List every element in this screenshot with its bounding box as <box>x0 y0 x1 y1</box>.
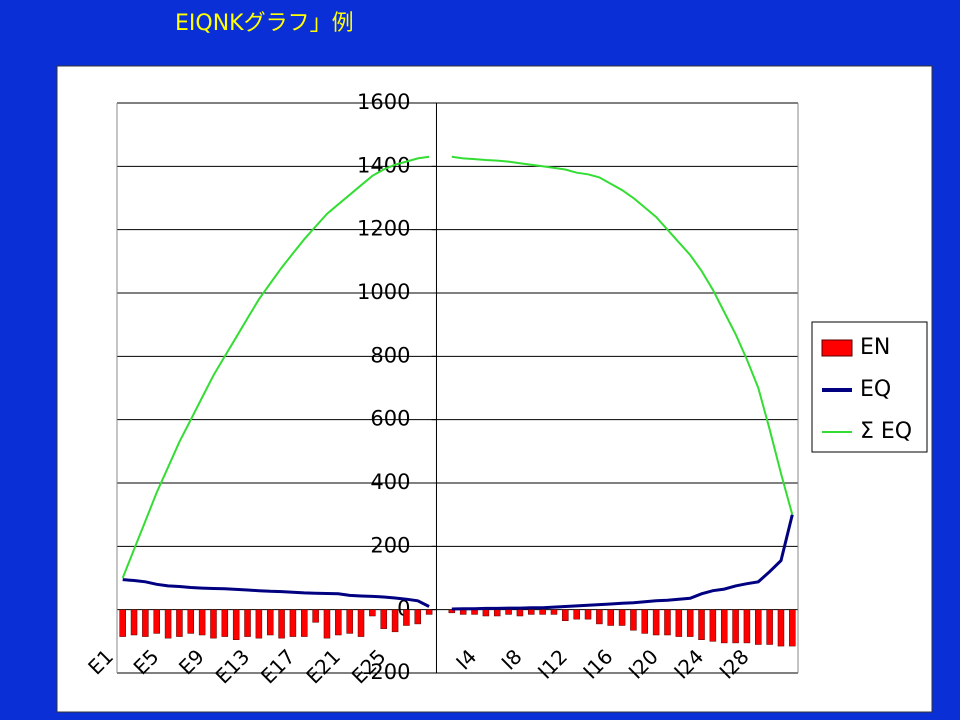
bar <box>596 609 603 625</box>
bar <box>380 609 387 629</box>
bar <box>686 609 694 637</box>
bar <box>142 609 149 637</box>
bar <box>369 609 376 617</box>
chart-frame <box>56 65 933 713</box>
bar <box>301 609 308 637</box>
bar <box>198 609 206 636</box>
bar <box>766 609 773 645</box>
bar <box>562 609 569 622</box>
y-tick-label: 1000 <box>357 280 410 304</box>
legend: EN EQ Σ EQ <box>821 335 912 444</box>
bar <box>153 609 160 634</box>
bar <box>357 609 365 637</box>
legend-label: EQ <box>860 377 891 402</box>
bar <box>232 609 240 641</box>
bar <box>584 609 592 620</box>
legend-label: EN <box>860 335 890 360</box>
bar <box>323 609 331 639</box>
bar <box>516 609 524 617</box>
bar <box>789 609 796 647</box>
legend-label: Σ EQ <box>860 419 912 444</box>
y-tick-label: 400 <box>370 470 410 494</box>
bar <box>459 609 467 615</box>
y-tick-label: 1400 <box>357 153 410 177</box>
bar <box>221 609 229 637</box>
y-tick-label: 1200 <box>357 217 410 241</box>
bar <box>573 609 580 620</box>
bar <box>130 609 138 636</box>
line-series <box>122 514 794 611</box>
bar <box>414 609 422 625</box>
bar <box>312 609 319 623</box>
bar <box>176 609 183 637</box>
y-tick-label: -200 <box>363 660 411 684</box>
line-series <box>121 155 794 579</box>
bar <box>652 609 660 636</box>
bar <box>255 609 263 639</box>
legend-swatch <box>821 339 853 357</box>
bar <box>482 609 490 617</box>
bar <box>607 609 614 626</box>
y-tick-label: 200 <box>370 533 410 557</box>
bar <box>425 609 433 615</box>
bar <box>505 609 512 615</box>
bar <box>664 609 671 636</box>
bar <box>732 609 739 644</box>
y-tick-label: 800 <box>370 343 410 367</box>
bar <box>119 609 126 637</box>
bar <box>675 609 683 637</box>
bar <box>493 609 501 617</box>
bar <box>391 609 399 633</box>
bar <box>164 609 172 639</box>
bar <box>187 609 195 634</box>
bar <box>346 609 353 634</box>
bar <box>709 609 717 642</box>
bar <box>528 609 535 615</box>
bar <box>698 609 705 641</box>
bar <box>266 609 274 636</box>
bar <box>743 609 751 644</box>
bar <box>471 609 478 615</box>
bar <box>618 609 626 626</box>
bar <box>403 609 410 626</box>
slide-title: EIQNKグラフ」例 <box>175 11 354 36</box>
bar <box>641 609 649 634</box>
bar <box>539 609 546 615</box>
bar <box>550 609 558 615</box>
bar <box>210 609 217 639</box>
bar <box>720 609 728 644</box>
y-tick-label: 600 <box>370 407 410 431</box>
bar <box>630 609 637 631</box>
bar <box>278 609 285 639</box>
bar <box>335 609 342 636</box>
y-tick-label: 1600 <box>357 90 410 114</box>
bar <box>755 609 762 645</box>
bar <box>289 609 297 637</box>
bar <box>777 609 785 647</box>
bar <box>244 609 251 637</box>
